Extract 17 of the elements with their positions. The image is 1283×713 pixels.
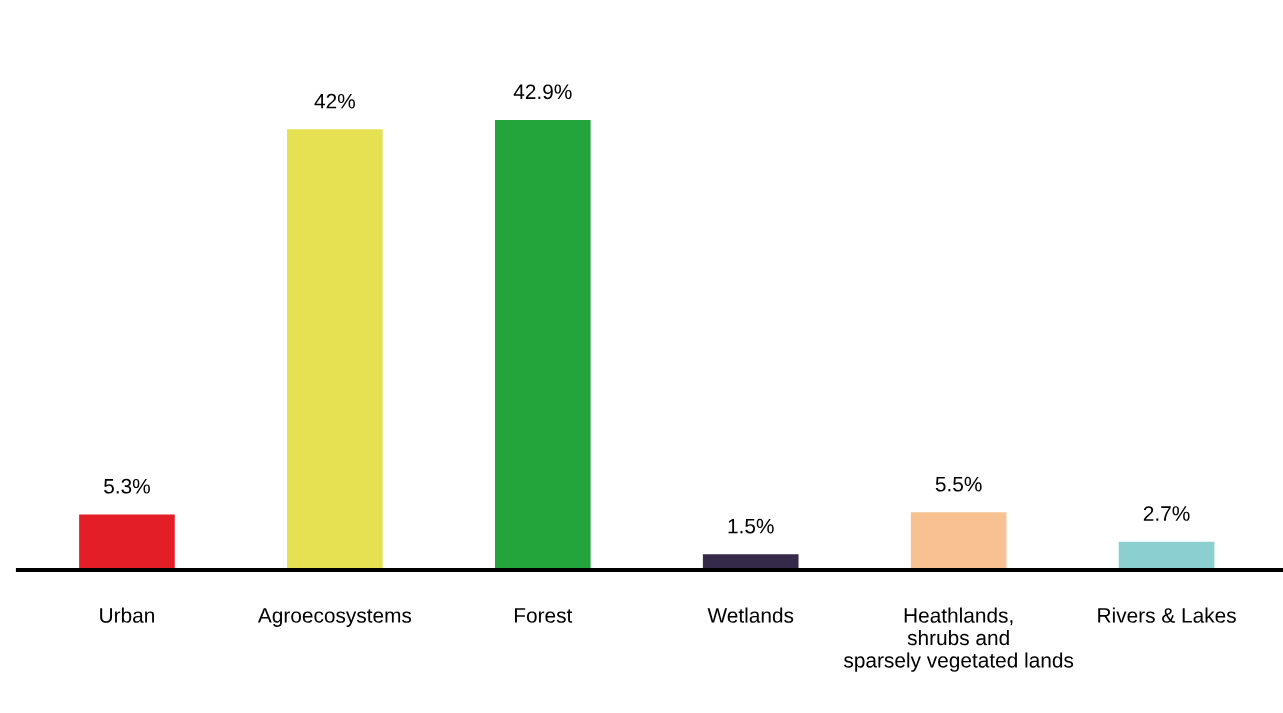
x-tick-label: Wetlands: [707, 607, 794, 623]
bar: [79, 514, 175, 570]
data-label: 5.3%: [104, 478, 150, 494]
x-tick-label: Rivers & Lakes: [1098, 607, 1236, 623]
data-label: 1.5%: [728, 518, 774, 534]
bar: [910, 512, 1007, 570]
x-tick-label: Forest: [514, 608, 573, 623]
data-label: 42%: [314, 93, 355, 109]
x-tick-label: Agroecosystems: [257, 608, 412, 627]
x-tick-label: Heathlands, shrubs and sparsely vegetated lands: [843, 607, 1074, 672]
data-label: 5.5%: [935, 476, 982, 492]
data-label: 2.7%: [1143, 506, 1190, 521]
data-label: 42.9%: [513, 84, 572, 100]
bar: [494, 119, 591, 570]
bar: [287, 129, 383, 570]
x-tick-label: Urban: [100, 607, 154, 623]
bar: [1118, 541, 1215, 570]
